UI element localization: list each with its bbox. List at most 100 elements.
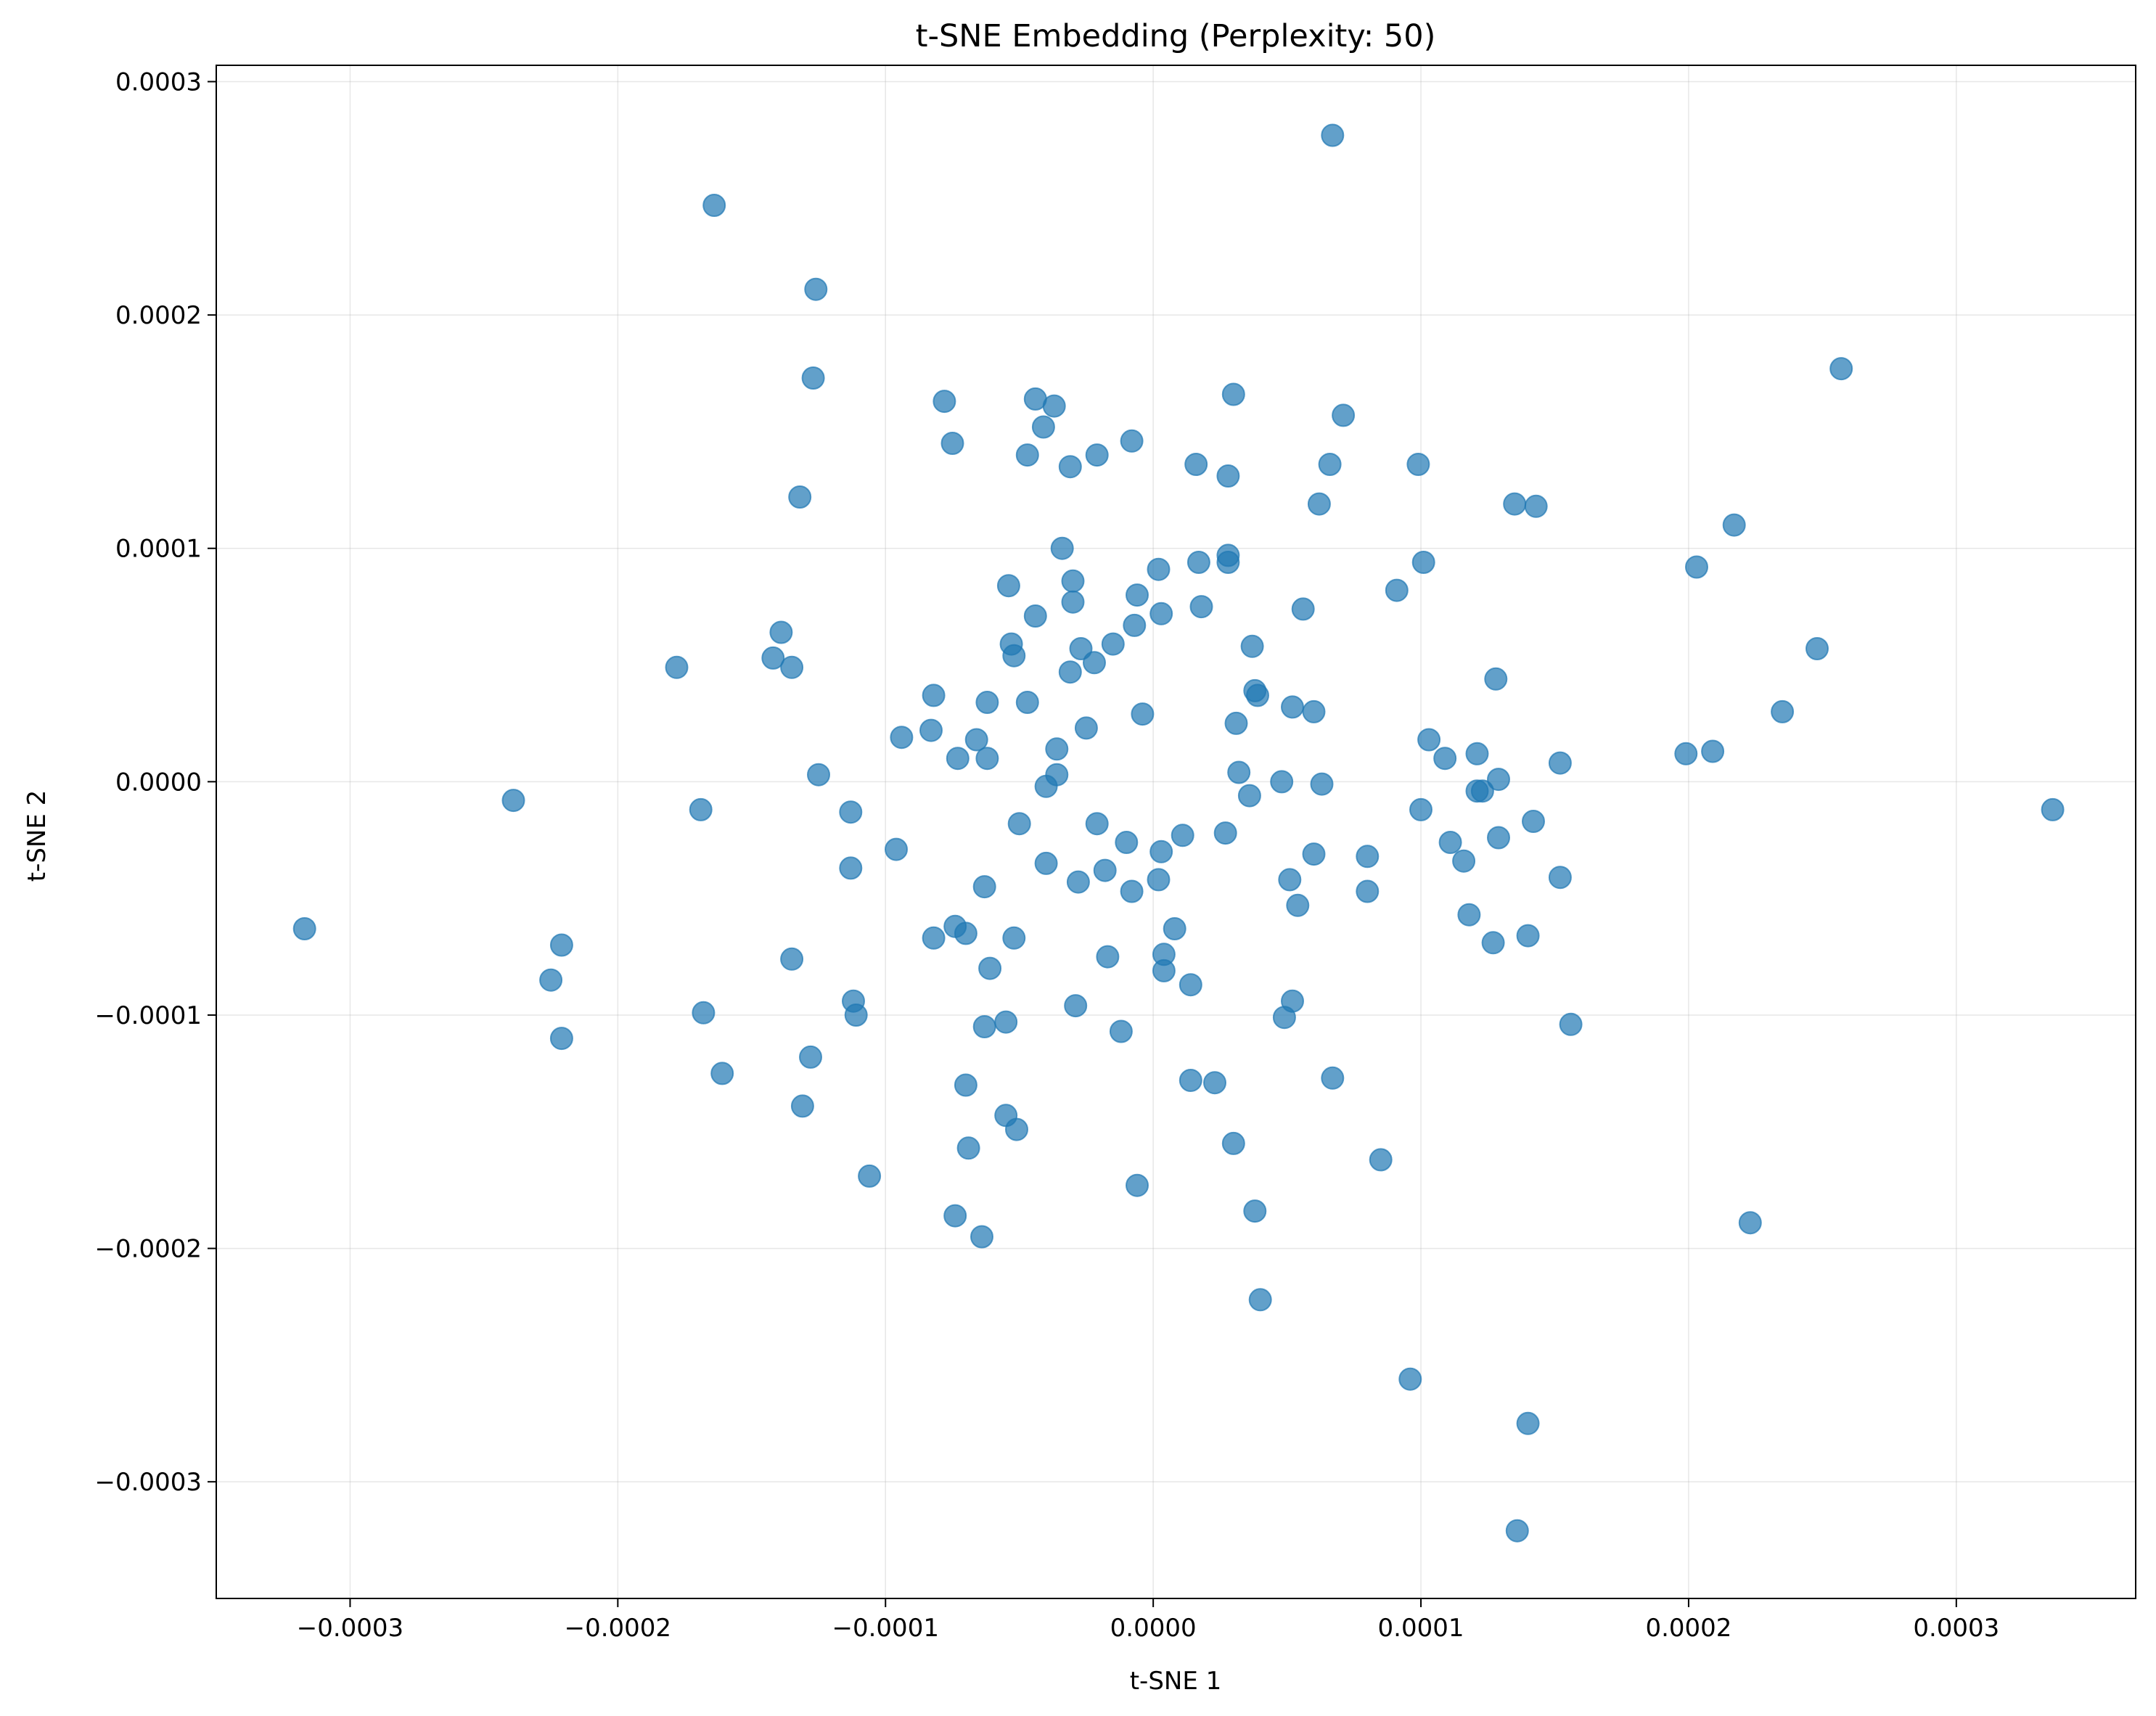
scatter-point bbox=[1058, 455, 1082, 479]
scatter-point bbox=[1216, 551, 1240, 574]
scatter-point bbox=[1674, 742, 1698, 765]
scatter-point bbox=[549, 1027, 573, 1051]
x-tick-label: −0.0001 bbox=[832, 1614, 939, 1643]
scatter-point bbox=[1505, 1519, 1529, 1543]
scatter-point bbox=[801, 366, 825, 390]
scatter-point bbox=[1332, 403, 1356, 427]
scatter-point bbox=[1685, 555, 1708, 579]
scatter-point bbox=[956, 1136, 980, 1160]
scatter-point bbox=[1015, 691, 1039, 714]
scatter-point bbox=[940, 432, 964, 455]
scatter-point bbox=[1120, 879, 1144, 903]
scatter-point bbox=[844, 1003, 868, 1027]
scatter-point bbox=[839, 800, 863, 824]
scatter-point bbox=[788, 485, 812, 509]
scatter-point bbox=[1074, 716, 1098, 740]
scatter-point bbox=[1015, 443, 1039, 467]
x-tick-label: 0.0003 bbox=[1913, 1614, 1999, 1643]
scatter-point bbox=[1109, 1019, 1133, 1043]
scatter-point bbox=[702, 194, 726, 217]
scatter-point bbox=[1216, 464, 1240, 488]
scatter-point bbox=[1487, 826, 1510, 850]
scatter-point bbox=[994, 1010, 1018, 1034]
scatter-point bbox=[954, 1073, 977, 1097]
scatter-point bbox=[1061, 590, 1085, 614]
grid bbox=[216, 65, 2136, 1598]
scatter-point bbox=[1120, 429, 1144, 453]
scatter-point bbox=[1203, 1071, 1226, 1095]
scatter-point bbox=[1805, 637, 1829, 660]
scatter-point bbox=[1318, 453, 1342, 476]
scatter-point bbox=[1411, 551, 1435, 574]
scatter-point bbox=[1356, 879, 1380, 903]
scatter-point bbox=[790, 1094, 814, 1118]
scatter-point bbox=[1083, 651, 1106, 675]
scatter-point bbox=[1246, 683, 1269, 707]
scatter-point bbox=[549, 933, 573, 957]
y-tick-label: −0.0001 bbox=[95, 1001, 202, 1030]
scatter-point bbox=[1243, 1199, 1267, 1223]
scatter-point bbox=[970, 1225, 993, 1249]
scatter-point bbox=[1524, 494, 1548, 518]
scatter-point bbox=[1213, 821, 1237, 845]
scatter-point bbox=[1771, 699, 1795, 723]
scatter-point bbox=[1005, 1117, 1028, 1141]
scatter-point bbox=[1829, 357, 1853, 381]
scatter-point bbox=[1470, 779, 1494, 803]
scatter-point bbox=[1069, 637, 1093, 660]
scatter-point bbox=[1417, 728, 1441, 752]
scatter-point bbox=[1093, 858, 1117, 882]
scatter-point bbox=[1184, 453, 1208, 476]
scatter-point bbox=[1240, 634, 1264, 658]
scatter-point bbox=[919, 718, 943, 742]
scatter-point bbox=[1433, 747, 1457, 771]
scatter-point bbox=[1085, 443, 1109, 467]
scatter-point bbox=[689, 797, 713, 821]
scatter-point bbox=[972, 1015, 996, 1038]
scatter-point bbox=[665, 655, 689, 679]
scatter-point bbox=[1227, 760, 1251, 784]
scatter-point bbox=[1321, 123, 1345, 147]
scatter-point bbox=[1045, 737, 1069, 761]
scatter-point bbox=[292, 917, 316, 940]
x-tick-label: −0.0003 bbox=[297, 1614, 403, 1643]
scatter-point bbox=[1147, 557, 1171, 581]
scatter-point bbox=[1186, 551, 1210, 574]
scatter-point bbox=[1385, 578, 1409, 602]
scatter-point bbox=[1738, 1211, 1762, 1235]
plot-frame bbox=[216, 65, 2136, 1599]
scatter-point bbox=[978, 956, 1002, 980]
scatter-point bbox=[964, 728, 988, 752]
scatter-point bbox=[1369, 1148, 1393, 1172]
scatter-point bbox=[1115, 831, 1139, 854]
y-tick-label: −0.0002 bbox=[95, 1235, 202, 1264]
scatter-point bbox=[1307, 492, 1331, 516]
scatter-point bbox=[943, 1204, 967, 1228]
scatter-point bbox=[975, 691, 999, 714]
scatter-point bbox=[1452, 849, 1476, 873]
scatter-point bbox=[1149, 839, 1173, 863]
scatter-point bbox=[946, 747, 970, 771]
scatter-point bbox=[1270, 770, 1294, 794]
scatter-point bbox=[1457, 903, 1481, 927]
scatter-point bbox=[1465, 742, 1489, 765]
y-axis-label: t-SNE 2 bbox=[22, 790, 52, 882]
scatter-point bbox=[972, 875, 996, 899]
scatter-point bbox=[807, 763, 830, 787]
scatter-point bbox=[1522, 810, 1545, 833]
scatter-point bbox=[1085, 812, 1109, 836]
scatter-point bbox=[1503, 492, 1527, 516]
scatter-point bbox=[1484, 667, 1508, 691]
data-points bbox=[292, 123, 2065, 1543]
scatter-point bbox=[890, 726, 914, 750]
y-tick-label: −0.0003 bbox=[95, 1468, 202, 1497]
scatter-point bbox=[1123, 613, 1147, 637]
scatter-point bbox=[1310, 772, 1334, 796]
scatter-point bbox=[1356, 845, 1380, 869]
scatter-point bbox=[1064, 994, 1088, 1018]
scatter-point bbox=[1179, 973, 1202, 997]
scatter-point bbox=[996, 574, 1020, 598]
scatter-point bbox=[1189, 595, 1213, 619]
scatter-point bbox=[1131, 702, 1155, 726]
